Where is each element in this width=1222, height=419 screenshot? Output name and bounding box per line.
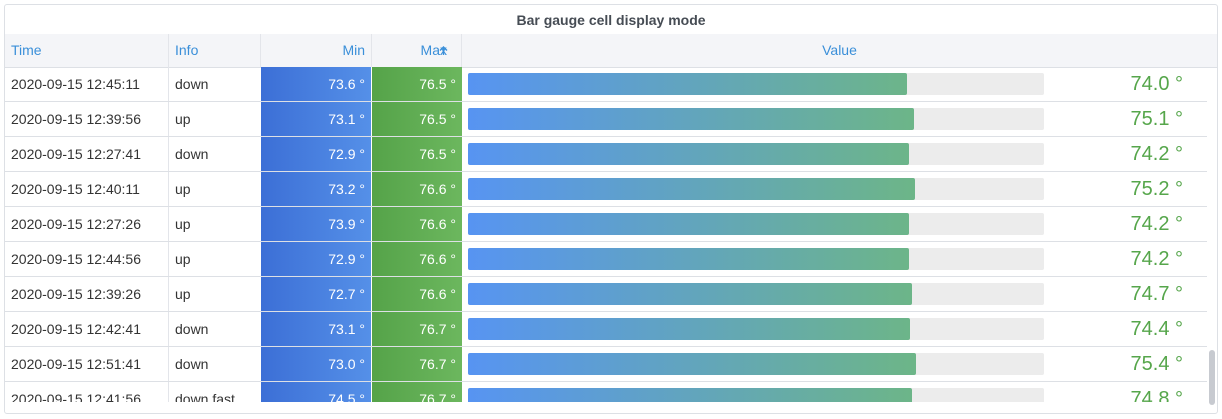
scrollbar[interactable] — [1209, 350, 1215, 405]
max-cell: 76.7 ° — [372, 382, 462, 402]
table-row: 2020-09-15 12:27:41 down 72.9 ° 76.5 ° 74.2 … — [5, 137, 1207, 172]
gauge-value: 75.2 ° — [1130, 178, 1183, 200]
max-cell: 76.7 ° — [372, 347, 462, 381]
info-cell: up — [175, 286, 191, 302]
info-cell: up — [175, 181, 191, 197]
sort-icon[interactable] — [439, 46, 448, 56]
time-cell: 2020-09-15 12:40:11 — [5, 172, 169, 206]
gauge-bar — [468, 353, 916, 375]
info-cell: up — [175, 216, 191, 232]
time-cell: 2020-09-15 12:39:26 — [5, 277, 169, 311]
min-cell: 72.7 ° — [261, 277, 372, 311]
max-cell: 76.5 ° — [372, 102, 462, 136]
time-cell: 2020-09-15 12:51:41 — [5, 347, 169, 381]
time-cell: 2020-09-15 12:39:56 — [5, 102, 169, 136]
gauge-value: 74.4 ° — [1130, 318, 1183, 340]
gauge-track — [468, 143, 1044, 165]
gauge-bar — [468, 73, 908, 95]
max-cell: 76.7 ° — [372, 312, 462, 346]
gauge-track — [468, 178, 1044, 200]
gauge-value: 74.8 ° — [1130, 388, 1183, 402]
time-cell: 2020-09-15 12:27:41 — [5, 137, 169, 171]
info-cell: down — [175, 356, 209, 372]
gauge-bar — [468, 143, 909, 165]
min-cell: 73.1 ° — [261, 312, 372, 346]
table-header: Time Info Min Max Value — [5, 34, 1217, 68]
time-cell: 2020-09-15 12:27:26 — [5, 207, 169, 241]
max-cell: 76.6 ° — [372, 207, 462, 241]
panel-title: Bar gauge cell display mode — [516, 12, 706, 28]
max-cell: 76.6 ° — [372, 242, 462, 276]
table-row: 2020-09-15 12:51:41 down 73.0 ° 76.7 ° 75.4 … — [5, 347, 1207, 382]
time-cell: 2020-09-15 12:44:56 — [5, 242, 169, 276]
column-header[interactable]: Time — [5, 34, 169, 67]
info-cell: up — [175, 251, 191, 267]
table-row: 2020-09-15 12:42:41 down 73.1 ° 76.7 ° 74.4 … — [5, 312, 1207, 347]
column-header-text: Max — [420, 42, 447, 58]
gauge-value: 74.2 ° — [1130, 213, 1183, 235]
gauge-bar — [468, 248, 909, 270]
gauge-bar — [468, 318, 910, 340]
max-cell: 76.6 ° — [372, 277, 462, 311]
gauge-track — [468, 388, 1044, 402]
table-body: 2020-09-15 12:45:11 down 73.6 ° 76.5 ° 74.0 … — [5, 67, 1207, 402]
gauge-bar — [468, 283, 912, 305]
min-cell: 74.5 ° — [261, 382, 372, 402]
gauge-bar — [468, 108, 914, 130]
table-row: 2020-09-15 12:41:56 down fast 74.5 ° 76.7 °… — [5, 382, 1207, 402]
gauge-track — [468, 283, 1044, 305]
gauge-value: 74.2 ° — [1130, 143, 1183, 165]
gauge-track — [468, 108, 1044, 130]
gauge-bar — [468, 388, 913, 402]
table-row: 2020-09-15 12:40:11 up 73.2 ° 76.6 ° 75.2 ° — [5, 172, 1207, 207]
gauge-value: 74.7 ° — [1130, 283, 1183, 305]
gauge-value: 75.4 ° — [1130, 353, 1183, 375]
table-row: 2020-09-15 12:44:56 up 72.9 ° 76.6 ° 74.2 ° — [5, 242, 1207, 277]
max-cell: 76.6 ° — [372, 172, 462, 206]
time-cell: 2020-09-15 12:42:41 — [5, 312, 169, 346]
column-header[interactable]: Max — [372, 34, 462, 67]
gauge-value: 74.0 ° — [1130, 73, 1183, 95]
column-header[interactable]: Min — [261, 34, 372, 67]
info-cell: down fast — [175, 391, 235, 402]
panel: Bar gauge cell display mode Time Info Mi… — [4, 4, 1218, 414]
gauge-value: 74.2 ° — [1130, 248, 1183, 270]
time-cell: 2020-09-15 12:41:56 — [5, 382, 169, 402]
gauge-track — [468, 213, 1044, 235]
time-cell: 2020-09-15 12:45:11 — [5, 67, 169, 101]
gauge-track — [468, 248, 1044, 270]
gauge-value: 75.1 ° — [1130, 108, 1183, 130]
min-cell: 73.2 ° — [261, 172, 372, 206]
max-cell: 76.5 ° — [372, 67, 462, 101]
table-row: 2020-09-15 12:27:26 up 73.9 ° 76.6 ° 74.2 ° — [5, 207, 1207, 242]
gauge-track — [468, 318, 1044, 340]
min-cell: 73.0 ° — [261, 347, 372, 381]
info-cell: down — [175, 321, 209, 337]
table-row: 2020-09-15 12:39:26 up 72.7 ° 76.6 ° 74.7 ° — [5, 277, 1207, 312]
min-cell: 72.9 ° — [261, 137, 372, 171]
min-cell: 73.9 ° — [261, 207, 372, 241]
max-cell: 76.5 ° — [372, 137, 462, 171]
table-row: 2020-09-15 12:45:11 down 73.6 ° 76.5 ° 74.0 … — [5, 67, 1207, 102]
gauge-track — [468, 353, 1044, 375]
info-cell: up — [175, 111, 191, 127]
table-row: 2020-09-15 12:39:56 up 73.1 ° 76.5 ° 75.1 ° — [5, 102, 1207, 137]
min-cell: 73.1 ° — [261, 102, 372, 136]
column-header[interactable]: Value — [822, 42, 857, 58]
gauge-bar — [468, 213, 909, 235]
gauge-track — [468, 73, 1044, 95]
min-cell: 72.9 ° — [261, 242, 372, 276]
gauge-bar — [468, 178, 915, 200]
info-cell: down — [175, 146, 209, 162]
min-cell: 73.6 ° — [261, 67, 372, 101]
info-cell: down — [175, 76, 209, 92]
column-header[interactable]: Info — [169, 34, 261, 67]
